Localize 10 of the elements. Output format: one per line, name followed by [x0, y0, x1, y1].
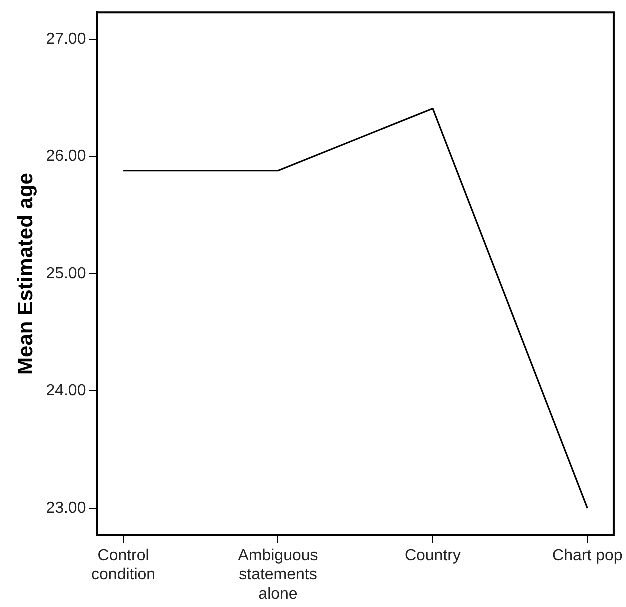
- y-tick-label: 27.00: [46, 30, 86, 48]
- y-axis-title: Mean Estimated age: [14, 173, 38, 375]
- x-tick-label: Control condition: [92, 547, 156, 584]
- x-tick-label: Ambiguous statements alone: [238, 547, 318, 603]
- x-tick-label: Country: [404, 547, 461, 564]
- x-tick-label: Chart pop: [552, 547, 623, 564]
- y-tick-label: 23.00: [46, 500, 86, 517]
- y-tick-label: 24.00: [46, 382, 86, 400]
- y-tick-label: 26.00: [46, 148, 86, 166]
- y-tick-label: 25.00: [46, 265, 86, 282]
